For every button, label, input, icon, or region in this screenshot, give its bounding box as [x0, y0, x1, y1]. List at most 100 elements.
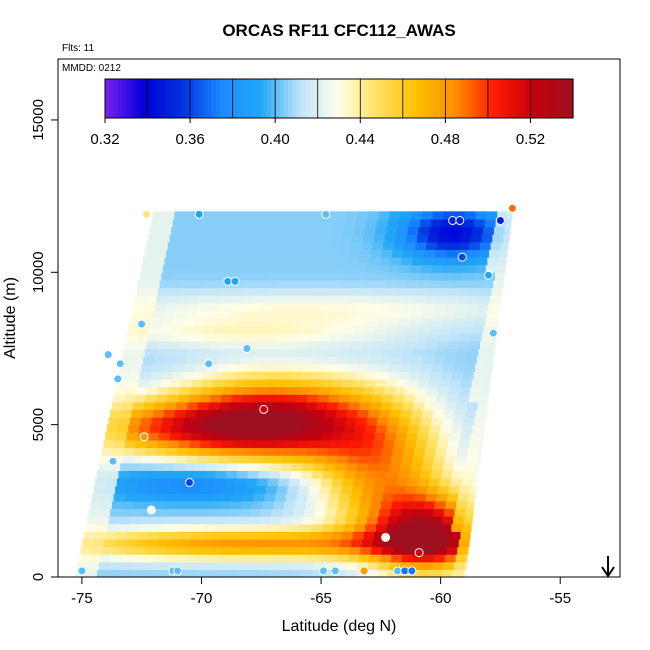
heat-cell: [413, 401, 425, 411]
heat-cell: [457, 447, 469, 456]
heat-cell: [222, 485, 235, 494]
heat-cell: [256, 378, 268, 388]
heat-cell: [316, 249, 329, 258]
heat-cell: [270, 363, 282, 372]
heat-cell: [297, 340, 309, 350]
heat-cell: [304, 455, 317, 464]
heat-cell: [243, 241, 255, 251]
heat-cell: [146, 241, 158, 251]
heat-cell: [181, 378, 193, 388]
heat-cell: [121, 455, 134, 464]
heat-cell: [467, 500, 475, 510]
heat-cell: [462, 523, 472, 532]
heat-cell: [101, 500, 113, 510]
heat-cell: [451, 325, 463, 334]
colorbar-swatch: [470, 79, 476, 118]
heat-cell: [452, 569, 464, 578]
heat-cell: [356, 363, 369, 372]
heat-cell: [389, 211, 401, 220]
heat-cell: [173, 264, 185, 273]
heat-cell: [417, 378, 430, 388]
heat-cell: [412, 554, 424, 563]
heat-cell: [143, 554, 155, 563]
heat-cell: [290, 470, 303, 479]
heat-cell: [378, 264, 390, 273]
heat-cell: [256, 279, 268, 289]
heat-cell: [210, 394, 222, 403]
heat-cell: [342, 279, 354, 289]
heat-cell: [138, 378, 150, 388]
heat-cell: [435, 447, 447, 456]
heat-cell: [447, 241, 459, 251]
heat-cell: [88, 508, 101, 517]
heat-cell: [152, 462, 164, 471]
heat-cell: [403, 295, 416, 304]
colorbar-swatch: [181, 79, 187, 118]
heat-cell: [263, 249, 275, 258]
heat-cell: [408, 371, 421, 380]
heat-cell: [469, 340, 481, 350]
heat-cell: [118, 371, 130, 380]
colorbar-swatch: [343, 79, 349, 118]
heat-cell: [257, 424, 269, 433]
heat-cell: [353, 279, 365, 289]
heat-cell: [418, 226, 430, 235]
sample-point: [204, 359, 214, 369]
heat-cell: [227, 561, 240, 570]
heat-cell: [280, 516, 293, 525]
heat-cell: [129, 318, 142, 327]
heat-cell: [221, 439, 234, 449]
heat-cell: [329, 538, 342, 548]
heat-cell: [408, 424, 420, 433]
heat-cell: [245, 378, 258, 388]
heat-cell: [286, 241, 298, 251]
heat-cell: [334, 417, 346, 426]
heat-cell: [488, 249, 501, 258]
heat-cell: [355, 318, 368, 327]
heat-cell: [89, 554, 101, 563]
heat-cell: [342, 531, 354, 540]
x-tick-label: -55: [549, 590, 571, 607]
colorbar-swatch: [530, 79, 536, 118]
heat-cell: [212, 333, 224, 342]
heat-cell: [321, 226, 334, 235]
heat-cell: [329, 340, 341, 350]
heat-cell: [360, 348, 372, 357]
heat-cell: [459, 287, 471, 296]
heat-cell: [205, 218, 217, 228]
heat-cell: [260, 409, 273, 418]
heat-cell: [208, 401, 220, 411]
heat-cell: [147, 485, 159, 494]
heat-cell: [439, 378, 451, 388]
heat-cell: [207, 455, 220, 464]
heat-cell: [318, 340, 330, 350]
heat-cell: [236, 569, 249, 578]
sample-point: [507, 203, 517, 213]
sample-point: [108, 456, 118, 466]
heat-cell: [194, 516, 207, 525]
heat-cell: [334, 318, 346, 327]
heat-cell: [219, 401, 231, 411]
heat-cell: [319, 485, 331, 494]
heat-cell: [260, 310, 272, 319]
heat-cell: [226, 470, 238, 479]
heat-cell: [424, 249, 436, 258]
heat-cell: [343, 424, 355, 433]
heat-cell: [442, 516, 454, 525]
heat-cell: [387, 470, 399, 479]
heat-cell: [140, 516, 153, 525]
heat-cell: [346, 211, 358, 220]
heat-cell: [317, 447, 329, 456]
heat-cell: [249, 462, 261, 471]
heat-cell: [431, 264, 444, 273]
plot-frame: [57, 58, 621, 578]
heat-cell: [470, 234, 483, 243]
heat-cell: [479, 241, 492, 251]
heat-cell: [354, 226, 366, 235]
heat-cell: [426, 538, 438, 548]
heat-cell: [352, 234, 364, 243]
heat-cell: [125, 386, 138, 395]
heat-cell: [226, 218, 238, 228]
heat-cell: [318, 439, 331, 449]
heat-cell: [268, 424, 280, 433]
